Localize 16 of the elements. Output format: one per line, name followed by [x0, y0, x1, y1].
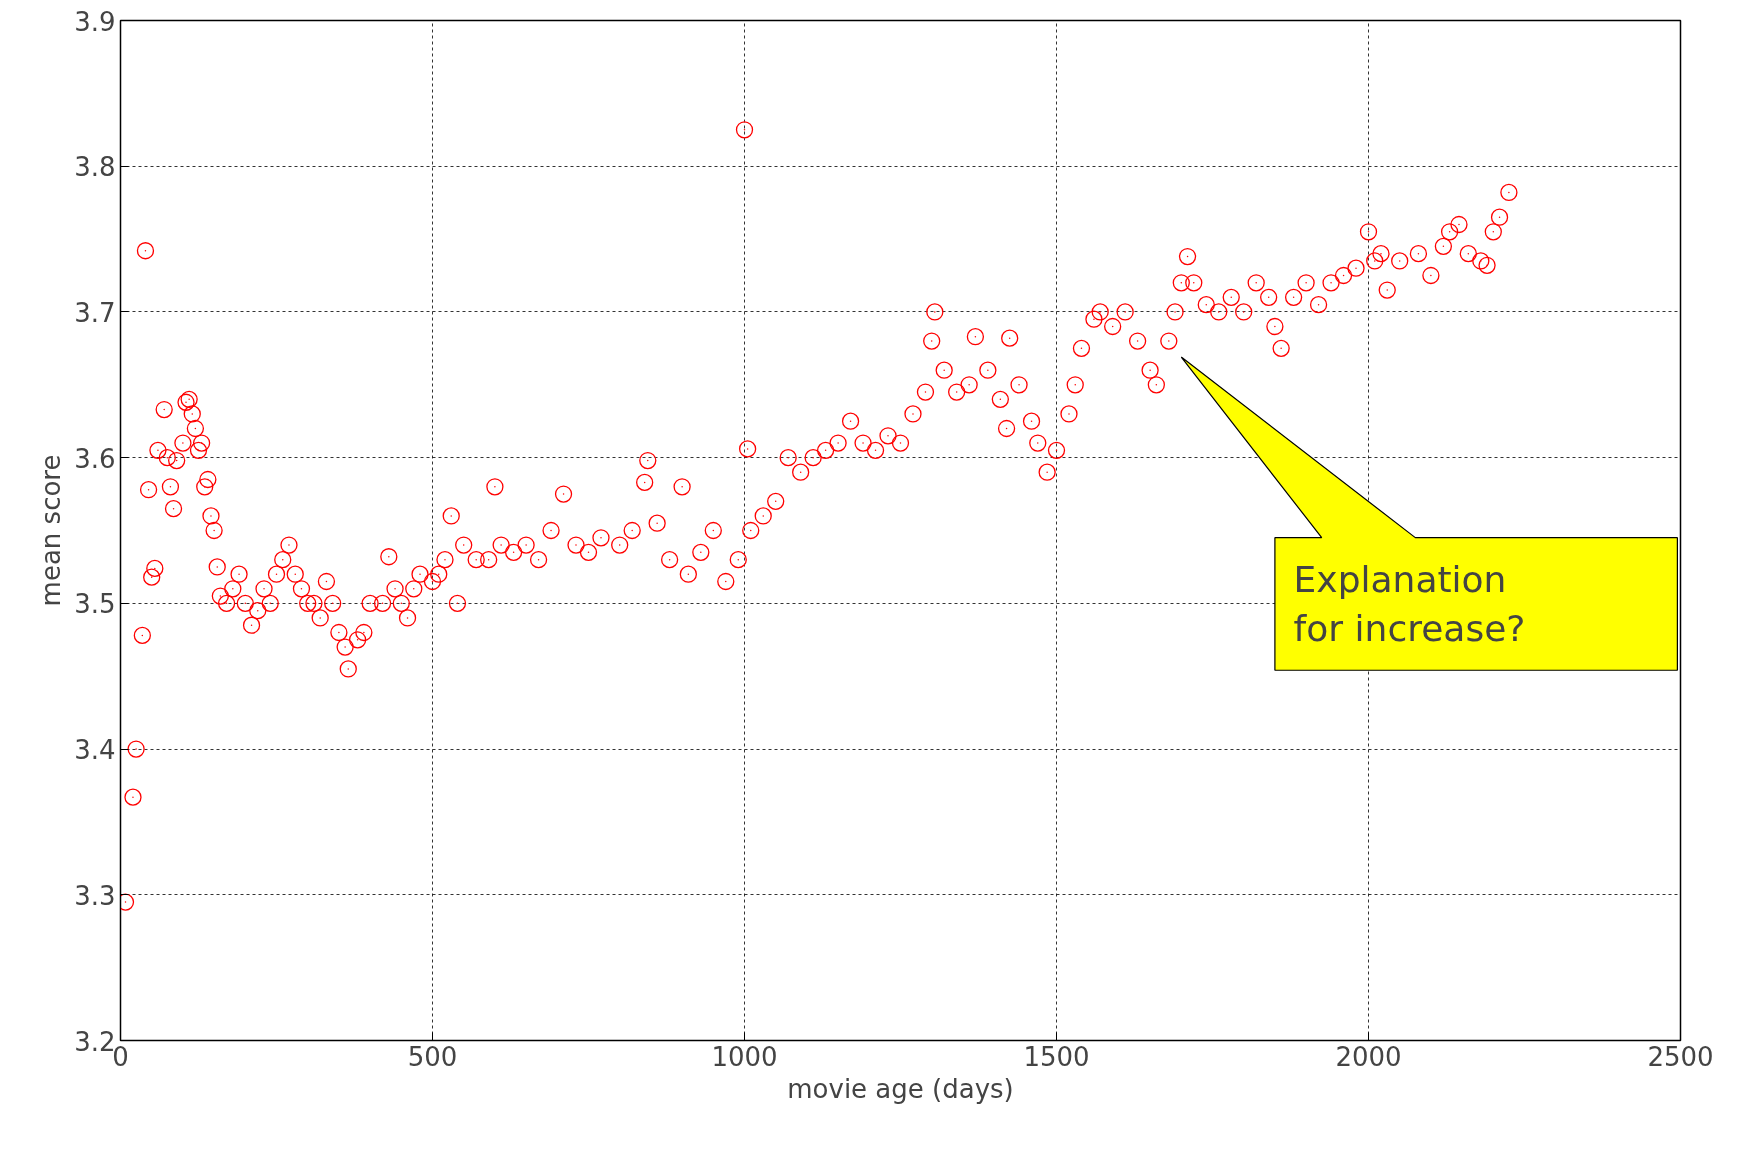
- x-tick-label: 2000: [1335, 1041, 1402, 1072]
- y-tick-label: 3.7: [74, 297, 116, 328]
- y-axis-title: mean score: [36, 454, 67, 607]
- x-tick-label: 0: [112, 1041, 129, 1072]
- y-tick-label: 3.3: [74, 880, 116, 911]
- y-tick-label: 3.6: [74, 443, 116, 474]
- y-tick-label: 3.9: [74, 6, 116, 37]
- x-tick-label: 1500: [1023, 1041, 1090, 1072]
- y-tick-label: 3.8: [74, 152, 116, 183]
- y-tick-label: 3.4: [74, 735, 116, 766]
- y-tick-label: 3.5: [74, 589, 116, 620]
- x-tick-label: 1000: [711, 1041, 778, 1072]
- x-axis-title: movie age (days): [787, 1073, 1014, 1104]
- annotation: Explanation for increase?: [1293, 558, 1526, 650]
- x-tick-label: 500: [407, 1041, 458, 1072]
- x-tick-label: 2500: [1647, 1041, 1714, 1072]
